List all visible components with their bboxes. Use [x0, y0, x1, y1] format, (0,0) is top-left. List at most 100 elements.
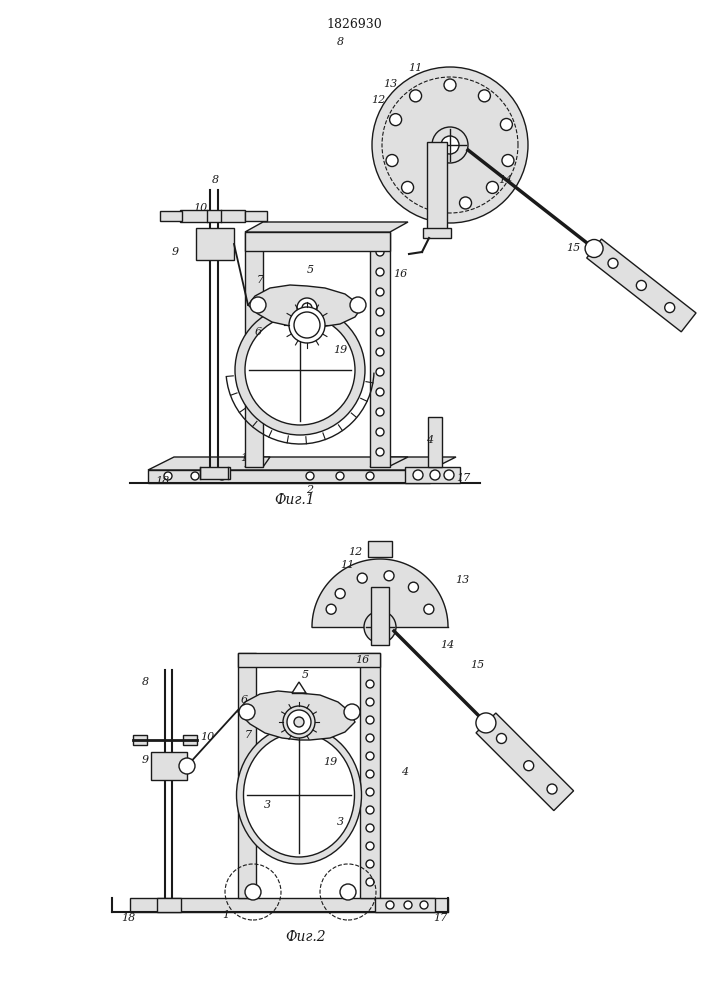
Circle shape [376, 288, 384, 296]
Circle shape [547, 784, 557, 794]
Polygon shape [312, 559, 448, 627]
Circle shape [409, 90, 421, 102]
Bar [427, 142, 447, 232]
Circle shape [218, 472, 226, 480]
Circle shape [404, 901, 412, 909]
Bar [405, 467, 460, 483]
Polygon shape [245, 222, 408, 232]
Text: 5: 5 [306, 265, 314, 275]
Circle shape [164, 472, 172, 480]
Text: 16: 16 [355, 655, 369, 665]
Circle shape [376, 248, 384, 256]
Circle shape [585, 240, 603, 258]
Text: 6: 6 [255, 327, 262, 337]
Text: 11: 11 [340, 560, 354, 570]
Bar [245, 232, 390, 251]
Circle shape [191, 472, 199, 480]
Circle shape [376, 308, 384, 316]
Circle shape [444, 470, 454, 480]
Circle shape [376, 448, 384, 456]
Circle shape [460, 197, 472, 209]
Text: 16: 16 [393, 269, 407, 279]
Text: 7: 7 [257, 275, 264, 285]
Polygon shape [245, 457, 270, 467]
Circle shape [376, 388, 384, 396]
Circle shape [366, 472, 374, 480]
Text: 15: 15 [566, 243, 580, 253]
Circle shape [524, 761, 534, 771]
Ellipse shape [243, 733, 354, 857]
Text: 4: 4 [402, 767, 409, 777]
Circle shape [420, 901, 428, 909]
Circle shape [250, 297, 266, 313]
Text: 3: 3 [337, 817, 344, 827]
Circle shape [430, 470, 440, 480]
Circle shape [364, 611, 396, 643]
Circle shape [496, 733, 506, 743]
Circle shape [326, 604, 336, 614]
Circle shape [336, 472, 344, 480]
Text: 14: 14 [440, 640, 454, 650]
Text: 18: 18 [121, 913, 135, 923]
Text: 8: 8 [141, 677, 148, 687]
Text: 9: 9 [141, 755, 148, 765]
Text: 18: 18 [155, 476, 169, 486]
Polygon shape [248, 285, 360, 328]
Circle shape [665, 303, 674, 313]
Circle shape [376, 348, 384, 356]
Text: 10: 10 [200, 732, 214, 742]
Circle shape [283, 706, 315, 738]
Text: Фиг.1: Фиг.1 [275, 493, 315, 507]
Circle shape [335, 589, 345, 599]
Bar [238, 653, 256, 898]
Circle shape [386, 901, 394, 909]
Circle shape [245, 884, 261, 900]
Text: 15: 15 [470, 660, 484, 670]
Bar [360, 653, 380, 898]
Circle shape [376, 328, 384, 336]
Circle shape [366, 842, 374, 850]
Circle shape [390, 114, 402, 126]
Bar [180, 210, 245, 222]
Text: 13: 13 [455, 575, 469, 585]
Circle shape [608, 258, 618, 268]
Text: 1826930: 1826930 [326, 17, 382, 30]
Text: 3: 3 [264, 800, 271, 810]
Circle shape [297, 298, 317, 318]
Text: 6: 6 [240, 695, 247, 705]
Circle shape [366, 824, 374, 832]
Bar [238, 653, 380, 667]
Text: 10: 10 [193, 203, 207, 213]
Circle shape [239, 704, 255, 720]
Text: 17: 17 [433, 913, 447, 923]
Bar [196, 228, 234, 260]
Circle shape [441, 136, 459, 154]
Circle shape [366, 752, 374, 760]
Circle shape [294, 717, 304, 727]
Text: 8: 8 [337, 37, 344, 47]
Bar [245, 232, 263, 467]
Bar [183, 735, 197, 745]
Circle shape [372, 67, 528, 223]
Text: 2: 2 [306, 485, 314, 495]
Bar [148, 470, 430, 483]
Circle shape [376, 268, 384, 276]
Ellipse shape [237, 726, 361, 864]
Polygon shape [238, 691, 355, 740]
Bar [370, 232, 390, 467]
Bar [160, 211, 182, 221]
Circle shape [476, 713, 496, 733]
Circle shape [357, 573, 367, 583]
Circle shape [306, 472, 314, 480]
Circle shape [501, 118, 513, 130]
Circle shape [366, 680, 374, 688]
Bar [133, 735, 147, 745]
Circle shape [366, 716, 374, 724]
Circle shape [376, 408, 384, 416]
Circle shape [366, 806, 374, 814]
Text: 8: 8 [211, 175, 218, 185]
Text: 13: 13 [383, 79, 397, 89]
Circle shape [366, 878, 374, 886]
Text: 4: 4 [426, 435, 433, 445]
Bar [371, 587, 389, 645]
